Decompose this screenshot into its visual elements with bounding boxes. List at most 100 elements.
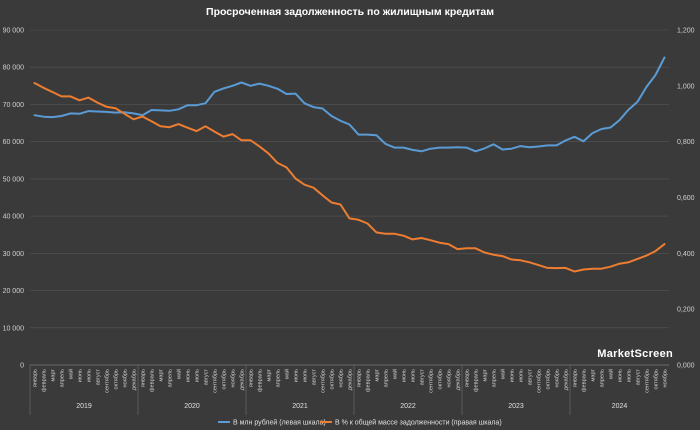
month-tick-label: май [175, 369, 182, 379]
year-label: 2022 [400, 403, 416, 410]
month-tick-label: февраль [581, 369, 587, 392]
month-tick-label: декабрь [131, 369, 137, 390]
month-tick-label: май [283, 369, 290, 379]
month-tick-label: апрель [59, 369, 65, 387]
month-tick-label: июль [302, 369, 308, 382]
month-tick-label: март [590, 369, 596, 382]
legend-label-percent: В % к общей массе задолженности (правая … [335, 419, 502, 427]
month-tick-label: ноябрь [662, 369, 668, 388]
right-tick-label: 0,200 [677, 307, 695, 314]
left-tick-label: 10 000 [3, 325, 25, 332]
month-tick-label: январь [32, 369, 38, 387]
month-tick-label: сентябрь [644, 369, 650, 393]
right-tick-label: 0,600 [677, 195, 695, 202]
month-tick-label: октябрь [221, 369, 227, 390]
month-tick-label: август [527, 369, 533, 386]
month-tick-label: июнь [293, 369, 299, 382]
month-tick-label: октябрь [329, 369, 335, 390]
month-tick-label: март [374, 369, 380, 382]
left-tick-label: 70 000 [3, 102, 25, 109]
month-tick-label: август [203, 369, 209, 386]
chart-title: Просроченная задолженность по жилищным к… [206, 6, 494, 18]
left-tick-label: 60 000 [3, 139, 25, 146]
right-tick-label: 0,000 [677, 363, 695, 370]
month-tick-label: январь [572, 369, 578, 387]
month-tick-label: ноябрь [554, 369, 560, 388]
year-label: 2023 [508, 403, 524, 410]
month-tick-label: ноябрь [446, 369, 452, 388]
month-tick-label: июнь [401, 369, 407, 382]
month-tick-label: октябрь [653, 369, 659, 390]
month-tick-label: июль [410, 369, 416, 382]
right-tick-label: 0,400 [677, 251, 695, 258]
month-tick-label: февраль [365, 369, 371, 392]
left-tick-label: 0 [20, 363, 24, 370]
month-tick-label: декабрь [239, 369, 245, 390]
month-tick-label: май [607, 369, 614, 379]
month-tick-label: июль [626, 369, 632, 382]
month-tick-label: сентябрь [428, 369, 434, 393]
month-tick-label: июль [518, 369, 524, 382]
month-tick-label: сентябрь [104, 369, 110, 393]
month-tick-label: февраль [41, 369, 47, 392]
left-tick-label: 40 000 [3, 214, 25, 221]
month-tick-label: декабрь [563, 369, 569, 390]
month-tick-label: январь [356, 369, 362, 387]
month-tick-label: июнь [617, 369, 623, 382]
month-tick-label: март [50, 369, 56, 382]
month-tick-label: июль [194, 369, 200, 382]
series-line-rubles [33, 56, 666, 153]
left-tick-label: 90 000 [3, 28, 25, 35]
month-tick-label: апрель [491, 369, 497, 387]
left-axis: 0 10 000 20 000 30 000 40 000 50 000 60 000 70 … [3, 28, 25, 370]
month-tick-label: ноябрь [230, 369, 236, 388]
month-tick-label: июнь [509, 369, 515, 382]
month-tick-label: март [266, 369, 272, 382]
month-tick-label: июль [86, 369, 92, 382]
right-tick-label: 1,200 [677, 28, 695, 35]
month-tick-label: ноябрь [338, 369, 344, 388]
year-label: 2021 [292, 403, 308, 410]
month-tick-label: апрель [599, 369, 605, 387]
legend-label-rubles: В млн рублей (левая шкала) [233, 419, 326, 427]
left-tick-label: 20 000 [3, 288, 25, 295]
month-tick-label: март [158, 369, 164, 382]
right-tick-label: 0,800 [677, 139, 695, 146]
month-tick-label: апрель [167, 369, 173, 387]
month-tick-label: февраль [149, 369, 155, 392]
left-tick-label: 50 000 [3, 176, 25, 183]
month-tick-label: январь [248, 369, 254, 387]
year-label: 2024 [612, 403, 628, 410]
year-label: 2020 [184, 403, 200, 410]
month-tick-label: сентябрь [536, 369, 542, 393]
month-tick-label: декабрь [347, 369, 353, 390]
month-tick-label: сентябрь [212, 369, 218, 393]
month-tick-label: февраль [257, 369, 263, 392]
month-tick-label: апрель [383, 369, 389, 387]
year-label: 2019 [76, 403, 92, 410]
month-tick-label: октябрь [545, 369, 551, 390]
month-tick-label: март [482, 369, 488, 382]
month-tick-label: февраль [473, 369, 479, 392]
month-tick-label: август [419, 369, 425, 386]
month-tick-label: май [391, 369, 398, 379]
right-tick-label: 1,000 [677, 83, 695, 90]
month-tick-label: декабрь [455, 369, 461, 390]
month-tick-label: май [67, 369, 74, 379]
month-tick-label: апрель [275, 369, 281, 387]
month-tick-label: май [499, 369, 506, 379]
month-tick-label: ноябрь [122, 369, 128, 388]
month-tick-label: январь [140, 369, 146, 387]
legend: В млн рублей (левая шкала) В % к общей ма… [218, 419, 502, 427]
gridlines [30, 29, 669, 329]
month-tick-label: август [95, 369, 101, 386]
month-tick-label: октябрь [113, 369, 119, 390]
series-lines [33, 56, 666, 273]
month-tick-label: январь [464, 369, 470, 387]
left-tick-label: 80 000 [3, 65, 25, 72]
right-axis: 0,000 0,200 0,400 0,600 0,800 1,000 1,200 [677, 28, 695, 370]
month-tick-label: июнь [77, 369, 83, 382]
month-tick-label: август [635, 369, 641, 386]
